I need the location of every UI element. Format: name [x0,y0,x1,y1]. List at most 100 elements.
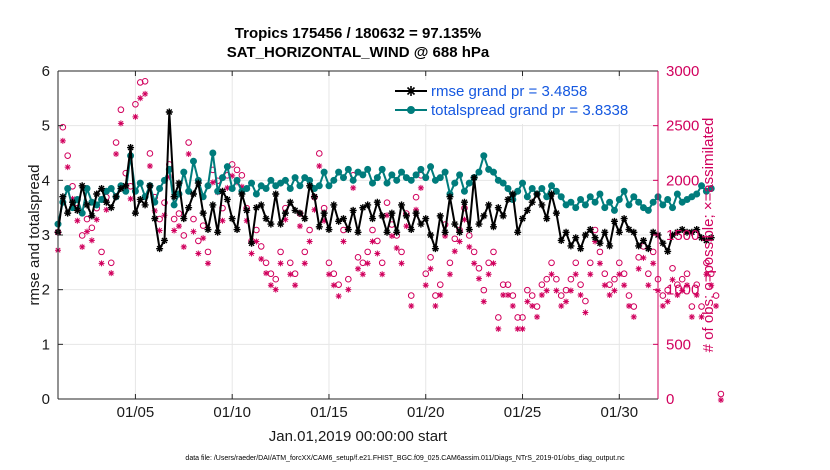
possible-obs-point [383,199,391,206]
assimilated-obs-point [422,282,429,289]
assimilated-obs-point [195,250,202,257]
possible-obs-point [238,172,246,179]
possible-obs-point [495,314,502,321]
assimilated-obs-point [548,271,555,278]
assimilated-obs-point [485,271,492,278]
rmse-point [59,193,67,201]
possible-obs-point [315,150,323,157]
assimilated-obs-point [59,137,66,144]
assimilated-obs-point [650,260,657,267]
rmse-point [639,236,647,244]
totalspread-point [480,152,488,160]
possible-obs-point [78,232,86,239]
y2-tick-label: 0 [666,391,674,408]
assimilated-obs-point [529,302,536,309]
assimilated-obs-point [417,184,424,191]
rmse-point [456,228,464,236]
rmse-point [436,212,444,220]
possible-obs-point [562,286,570,294]
assimilated-obs-point [553,287,560,294]
totalspread-point [189,157,197,165]
totalspread-point [412,171,420,179]
rmse-point [470,174,478,182]
assimilated-obs-point [456,238,463,245]
rmse-point [252,204,260,212]
possible-obs-point [712,292,720,299]
assimilated-obs-point [374,250,381,257]
possible-obs-point [688,303,696,310]
rmse-point [223,195,231,203]
assimilated-obs-point [156,227,163,234]
rmse-point [69,198,77,206]
possible-obs-point [354,254,362,261]
rmse-point [262,215,270,223]
totalspread-point [422,174,430,182]
assimilated-obs-point [427,265,434,272]
assimilated-obs-point [325,271,332,278]
possible-obs-point [683,270,691,278]
rmse-point [117,185,125,193]
assimilated-obs-point [688,313,695,320]
rmse-point [243,206,251,214]
assimilated-obs-point [311,206,318,213]
assimilated-obs-point [601,282,608,289]
totalspread-point [248,179,256,187]
assimilated-obs-point [480,298,487,305]
possible-obs-point [698,303,705,310]
rmse-point [112,193,120,201]
assimilated-obs-point [117,120,124,127]
assimilated-obs-point [505,292,511,299]
totalspread-point [606,198,614,206]
x-tick-label: 01/30 [601,404,639,421]
rmse-point [286,198,294,206]
assimilated-obs-point [577,292,584,299]
possible-obs-point [136,79,144,86]
totalspread-point [644,206,652,214]
rmse-point [131,209,139,217]
possible-obs-point [88,224,96,232]
rmse-point [194,179,202,187]
y-tick-label: 3 [42,227,50,244]
y2-axis-label: # of obs: o=possible; ×=assimilated [700,118,717,353]
rmse-point [572,234,580,242]
possible-obs-point [509,292,517,299]
assimilated-obs-point [84,228,91,235]
totalspread-point [156,185,164,193]
assimilated-obs-point [442,233,449,239]
rmse-point [431,245,439,253]
possible-obs-point [499,281,507,288]
rmse-point [702,236,710,244]
rmse-point [465,226,473,234]
possible-obs-point [398,248,405,256]
assimilated-obs-point [645,282,652,289]
rmse-point [485,201,493,209]
possible-obs-point [524,286,531,294]
totalspread-point [596,190,604,198]
rmse-point [383,228,391,236]
possible-obs-point [117,106,125,114]
possible-obs-point [475,264,483,272]
possible-obs-point [112,139,120,146]
possible-obs-point [175,210,183,217]
assimilated-obs-point [437,292,444,299]
totalspread-point [252,190,260,198]
rmse-point [562,228,570,236]
totalspread-point [538,185,546,193]
rmse-point [219,187,227,195]
y-tick-label: 0 [42,391,50,408]
assimilated-obs-point [108,270,115,277]
rmse-point [354,228,362,236]
totalspread-point [209,149,217,157]
rmse-point [460,198,468,206]
totalspread-point [625,201,633,209]
rmse-point [398,201,406,209]
totalspread-point [620,187,628,195]
assimilated-obs-point [340,238,347,245]
rmse-point [678,226,686,234]
assimilated-obs-point [151,207,158,214]
possible-obs-point [446,259,454,267]
rmse-point [393,228,401,236]
rmse-point [185,204,193,212]
possible-obs-point [335,281,342,288]
assimilated-obs-point [708,282,715,289]
